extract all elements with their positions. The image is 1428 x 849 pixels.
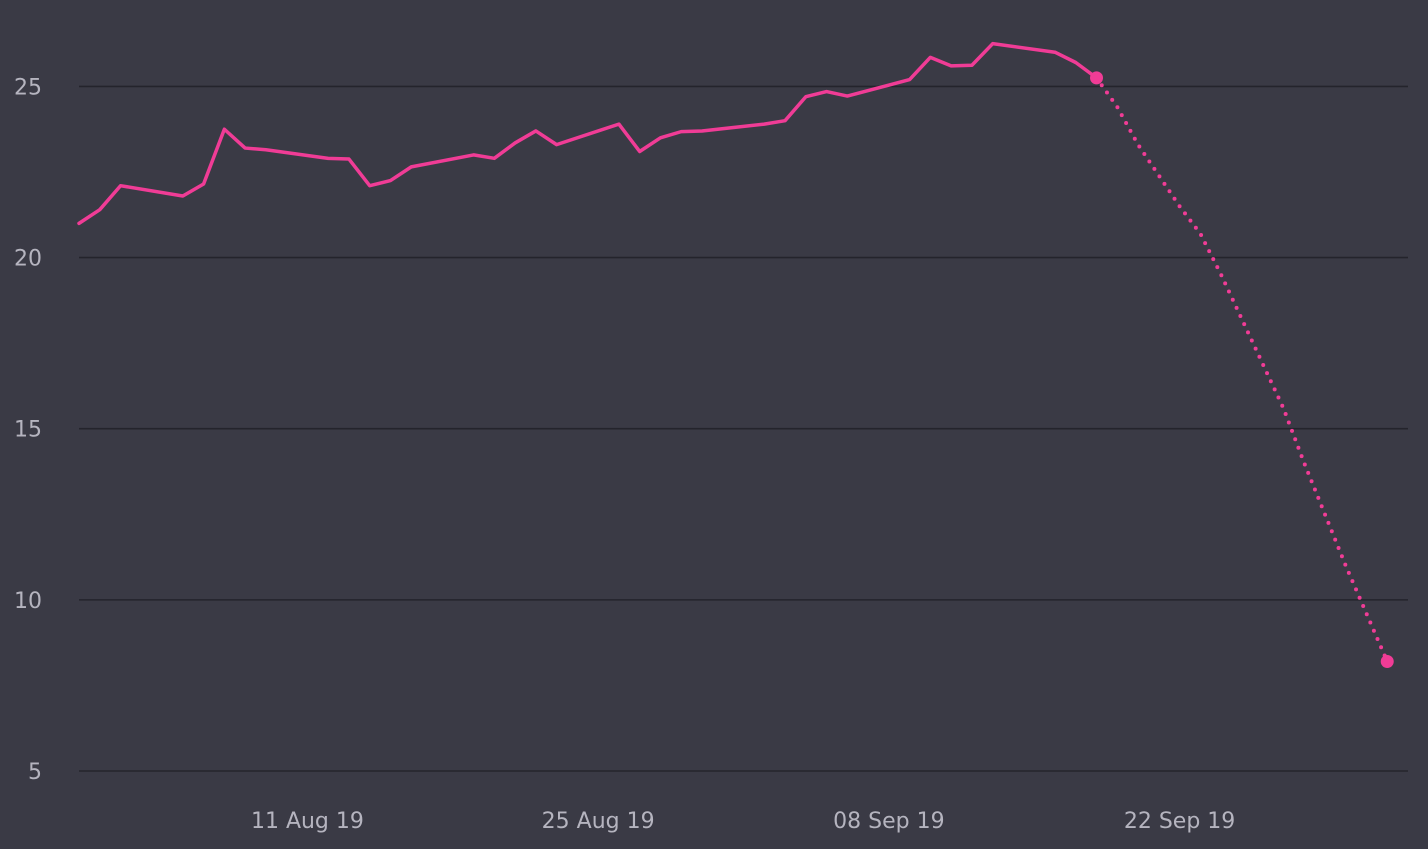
- point-marker-0: [1090, 71, 1104, 85]
- y-tick-label-20: 20: [14, 247, 42, 272]
- projection-line: [1094, 75, 1390, 664]
- point-marker-1: [1380, 654, 1394, 668]
- y-tick-label-10: 10: [14, 589, 42, 614]
- x-tick-label-1: 25 Aug 19: [542, 809, 655, 834]
- x-axis-ticks: 11 Aug 19 25 Aug 19 08 Sep 19 22 Sep 19: [251, 809, 1235, 834]
- price-line: [77, 41, 1099, 226]
- x-tick-label-3: 22 Sep 19: [1124, 809, 1235, 834]
- x-tick-label-2: 08 Sep 19: [833, 809, 944, 834]
- series-lines: [77, 41, 1390, 664]
- grid-lines: [79, 85, 1408, 772]
- x-tick-label-0: 11 Aug 19: [251, 809, 364, 834]
- y-axis-ticks: 5 10 15 20 25: [14, 75, 42, 785]
- series-markers: [1090, 71, 1394, 668]
- y-tick-label-25: 25: [14, 75, 42, 100]
- y-tick-label-5: 5: [28, 760, 42, 785]
- y-tick-label-15: 15: [14, 418, 42, 443]
